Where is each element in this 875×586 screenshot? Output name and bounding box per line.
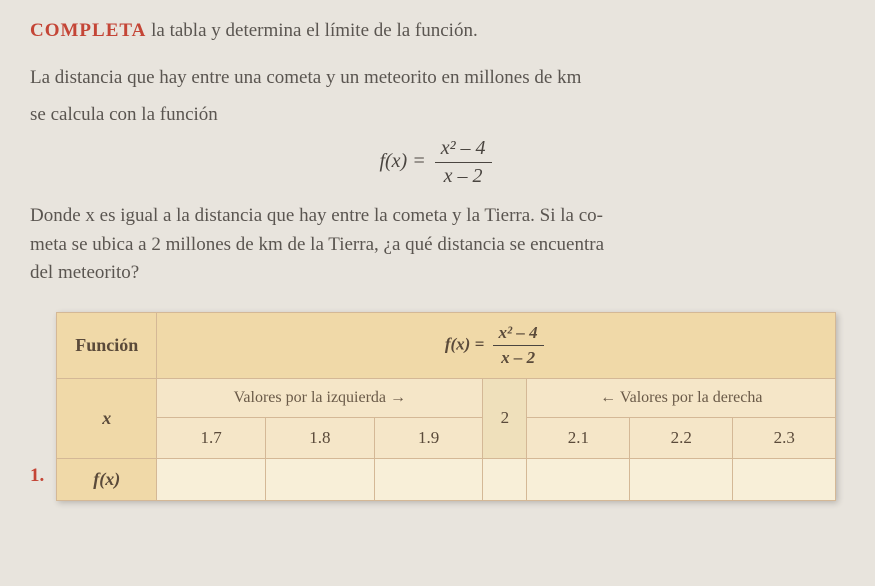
table-x-values-row: 1.7 1.8 1.9 2.1 2.2 2.3 — [57, 417, 836, 458]
fx-left-2[interactable] — [374, 458, 483, 500]
fx-left-1[interactable] — [265, 458, 374, 500]
instruction-line: COMPLETA la tabla y determina el límite … — [30, 20, 845, 42]
limits-table: Función f(x) = x² – 4 x – 2 x Valores po… — [56, 312, 836, 501]
question-line-2: meta se ubica a 2 millones de km de la T… — [30, 231, 845, 260]
formula-display: f(x) = x² – 4 x – 2 — [30, 137, 845, 188]
problem-line-2: se calcula con la función — [30, 101, 845, 130]
instruction-rest: la tabla y determina el límite de la fun… — [146, 20, 477, 41]
center-value-cell: 2 — [483, 378, 527, 458]
function-label-cell: Función — [57, 312, 157, 378]
question-block: Donde x es igual a la distancia que hay … — [30, 202, 845, 288]
fx-center[interactable] — [483, 458, 527, 500]
formula-numerator: x² – 4 — [435, 137, 492, 163]
formula-denominator: x – 2 — [435, 163, 492, 188]
x-left-2: 1.9 — [374, 417, 483, 458]
instruction-highlight: COMPLETA — [30, 20, 146, 41]
fx-left-0[interactable] — [157, 458, 266, 500]
fx-right-0[interactable] — [527, 458, 630, 500]
question-line-1: Donde x es igual a la distancia que hay … — [30, 202, 845, 231]
x-right-2: 2.3 — [733, 417, 836, 458]
function-formula-cell: f(x) = x² – 4 x – 2 — [157, 312, 836, 378]
table-fx-values-row: f(x) — [57, 458, 836, 500]
formula-fx: f(x) = — [379, 150, 425, 172]
right-values-header: ← Valores por la derecha — [527, 378, 836, 417]
question-line-3: del meteorito? — [30, 259, 845, 288]
x-left-0: 1.7 — [157, 417, 266, 458]
table-direction-row: x Valores por la izquierda → 2 ← Valores… — [57, 378, 836, 417]
table-function-row: Función f(x) = x² – 4 x – 2 — [57, 312, 836, 378]
table-wrapper: 1. Función f(x) = x² – 4 x – 2 x Valores… — [30, 312, 845, 501]
left-values-header: Valores por la izquierda → — [157, 378, 483, 417]
x-right-0: 2.1 — [527, 417, 630, 458]
x-right-1: 2.2 — [630, 417, 733, 458]
question-number: 1. — [30, 465, 44, 501]
x-label-cell: x — [57, 378, 157, 458]
fx-label-cell: f(x) — [57, 458, 157, 500]
fx-right-2[interactable] — [733, 458, 836, 500]
problem-line-1: La distancia que hay entre una cometa y … — [30, 64, 845, 93]
x-left-1: 1.8 — [265, 417, 374, 458]
fx-right-1[interactable] — [630, 458, 733, 500]
formula-fraction: x² – 4 x – 2 — [435, 137, 492, 188]
